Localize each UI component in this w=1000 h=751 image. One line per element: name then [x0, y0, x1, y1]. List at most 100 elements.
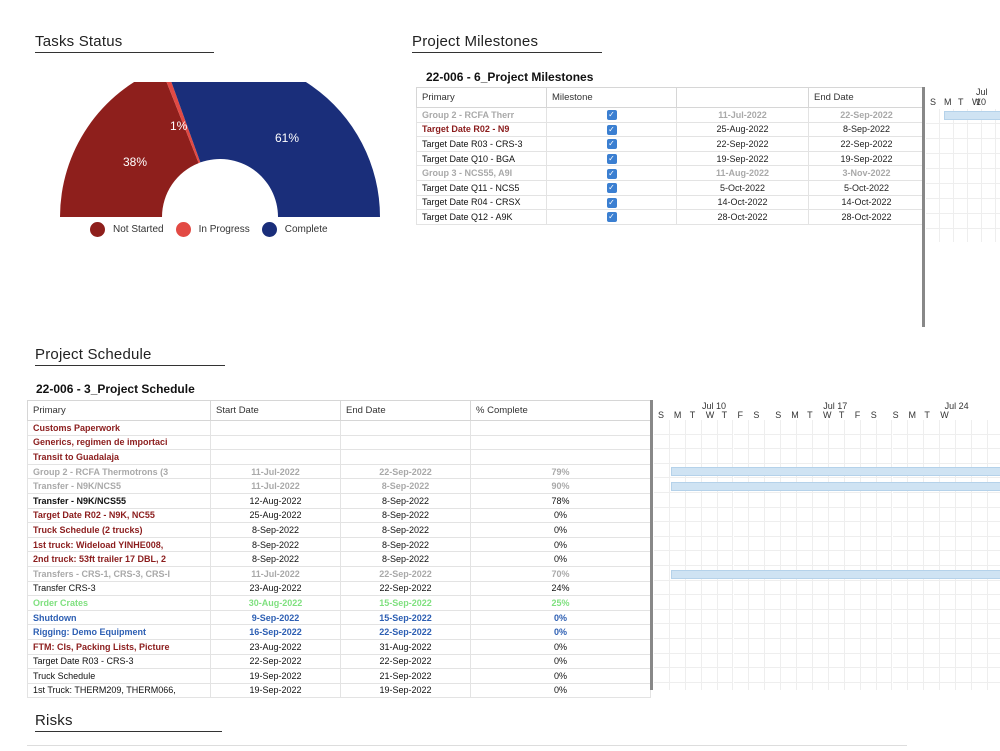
- gantt-cell[interactable]: [996, 169, 1000, 184]
- task-start-date[interactable]: 9-Sep-2022: [210, 609, 341, 626]
- gantt-cell[interactable]: [940, 124, 954, 139]
- gantt-cell[interactable]: [654, 493, 670, 508]
- gantt-cell[interactable]: [781, 551, 798, 566]
- milestone-primary[interactable]: Target Date R02 - N9: [416, 121, 547, 138]
- gantt-cell[interactable]: [733, 580, 750, 596]
- gantt-cell[interactable]: [972, 420, 988, 435]
- gantt-cell[interactable]: [860, 580, 877, 596]
- gantt-cell[interactable]: [940, 449, 957, 464]
- task-start-date[interactable]: [210, 434, 341, 451]
- gantt-cell[interactable]: [654, 653, 670, 669]
- gantt-cell[interactable]: [844, 668, 861, 683]
- checkbox-checked-icon[interactable]: ✓: [606, 110, 617, 121]
- gantt-cell[interactable]: [924, 682, 941, 690]
- gantt-cell[interactable]: [765, 595, 782, 610]
- gantt-cell[interactable]: [987, 610, 1000, 625]
- gantt-cell[interactable]: [940, 199, 954, 214]
- schedule-gantt-divider[interactable]: [650, 400, 653, 690]
- gantt-cell[interactable]: [733, 551, 750, 566]
- gantt-cell[interactable]: [749, 507, 766, 523]
- gantt-cell[interactable]: [669, 449, 686, 464]
- gantt-cell[interactable]: [876, 639, 893, 654]
- milestone-row[interactable]: Target Date Q10 - BGA ✓ 19-Sep-2022 19-Sep-…: [416, 150, 925, 167]
- task-name[interactable]: Group 2 - RCFA Thermotrons (3: [27, 463, 211, 480]
- gantt-cell[interactable]: [701, 639, 718, 654]
- gantt-cell[interactable]: [813, 653, 829, 669]
- gantt-cell[interactable]: [924, 609, 941, 625]
- gantt-cell[interactable]: [892, 507, 909, 523]
- gantt-cell[interactable]: [717, 580, 734, 596]
- legend-in-progress[interactable]: In Progress: [175, 222, 250, 237]
- gantt-cell[interactable]: [968, 229, 982, 242]
- gantt-cell[interactable]: [717, 536, 734, 552]
- task-start-date[interactable]: 11-Jul-2022: [210, 478, 341, 494]
- milestone-row[interactable]: Target Date R03 - CRS-3 ✓ 22-Sep-2022 22-Se…: [416, 136, 925, 152]
- gantt-cell[interactable]: [685, 493, 702, 508]
- gantt-cell[interactable]: [940, 653, 957, 669]
- task-name[interactable]: Generics, regimen de importaci: [27, 434, 211, 451]
- gantt-cell[interactable]: [701, 653, 718, 669]
- gantt-cell[interactable]: [701, 624, 718, 639]
- gantt-cell[interactable]: [972, 609, 988, 625]
- gantt-cell[interactable]: [892, 639, 909, 654]
- milestone-primary[interactable]: Target Date Q11 - NCS5: [416, 179, 547, 196]
- task-percent-complete[interactable]: 0%: [470, 609, 651, 626]
- col-end-date[interactable]: End Date: [808, 87, 925, 108]
- task-start-date[interactable]: 23-Aug-2022: [210, 638, 341, 655]
- gantt-cell[interactable]: [781, 668, 798, 683]
- gantt-cell[interactable]: [987, 624, 1000, 639]
- gantt-cell[interactable]: [685, 536, 702, 552]
- gantt-cell[interactable]: [733, 609, 750, 625]
- slice-complete[interactable]: [166, 82, 380, 217]
- gantt-cell[interactable]: [717, 609, 734, 625]
- gantt-cell[interactable]: [860, 536, 877, 552]
- gantt-cell[interactable]: [940, 595, 957, 610]
- gantt-cell[interactable]: [733, 595, 750, 610]
- gantt-cell[interactable]: [749, 653, 766, 669]
- gantt-cell[interactable]: [860, 493, 877, 508]
- gantt-cell[interactable]: [968, 139, 982, 154]
- gantt-cell[interactable]: [892, 493, 909, 508]
- gantt-cell[interactable]: [701, 580, 718, 596]
- task-name[interactable]: Truck Schedule (2 trucks): [27, 522, 211, 538]
- slice-not-started[interactable]: [60, 82, 199, 217]
- task-end-date[interactable]: 8-Sep-2022: [340, 478, 471, 494]
- milestone-start[interactable]: 22-Sep-2022: [676, 136, 809, 152]
- task-end-date[interactable]: 22-Sep-2022: [340, 580, 471, 597]
- gantt-cell[interactable]: [765, 653, 782, 669]
- gantt-cell[interactable]: [892, 536, 909, 552]
- gantt-cell[interactable]: [924, 434, 941, 450]
- gantt-cell[interactable]: [940, 536, 957, 552]
- gantt-cell[interactable]: [718, 682, 734, 690]
- gantt-cell[interactable]: [654, 639, 670, 654]
- gantt-cell[interactable]: [654, 668, 670, 683]
- task-end-date[interactable]: 22-Sep-2022: [340, 463, 471, 480]
- gantt-cell[interactable]: [908, 536, 925, 552]
- gantt-cell[interactable]: [968, 124, 982, 139]
- schedule-row[interactable]: Transfers - CRS-1, CRS-3, CRS-I 11-Jul-20…: [27, 565, 651, 582]
- gantt-cell[interactable]: [892, 595, 909, 610]
- gantt-cell[interactable]: [828, 536, 845, 552]
- gantt-cell[interactable]: [968, 214, 982, 229]
- checkbox-checked-icon[interactable]: ✓: [606, 183, 617, 194]
- gantt-cell[interactable]: [908, 493, 925, 508]
- checkbox-checked-icon[interactable]: ✓: [606, 124, 617, 135]
- gantt-cell[interactable]: [701, 449, 718, 464]
- schedule-row[interactable]: 2nd truck: 53ft trailer 17 DBL, 2 8-Sep-2…: [27, 551, 651, 567]
- gantt-cell[interactable]: [892, 653, 909, 669]
- gantt-cell[interactable]: [860, 595, 877, 610]
- task-start-date[interactable]: 11-Jul-2022: [210, 565, 341, 582]
- task-end-date[interactable]: 22-Sep-2022: [340, 565, 471, 582]
- gantt-cell[interactable]: [956, 682, 972, 690]
- gantt-cell[interactable]: [940, 682, 957, 690]
- task-percent-complete[interactable]: 0%: [470, 507, 651, 524]
- gantt-cell[interactable]: [924, 668, 941, 683]
- gantt-cell[interactable]: [844, 580, 861, 596]
- task-end-date[interactable]: 8-Sep-2022: [340, 492, 471, 509]
- milestone-start[interactable]: 14-Oct-2022: [676, 194, 809, 211]
- gantt-cell[interactable]: [892, 624, 909, 639]
- gantt-cell[interactable]: [749, 536, 766, 552]
- gantt-cell[interactable]: [876, 434, 893, 450]
- task-percent-complete[interactable]: 0%: [470, 653, 651, 670]
- gantt-cell[interactable]: [876, 609, 893, 625]
